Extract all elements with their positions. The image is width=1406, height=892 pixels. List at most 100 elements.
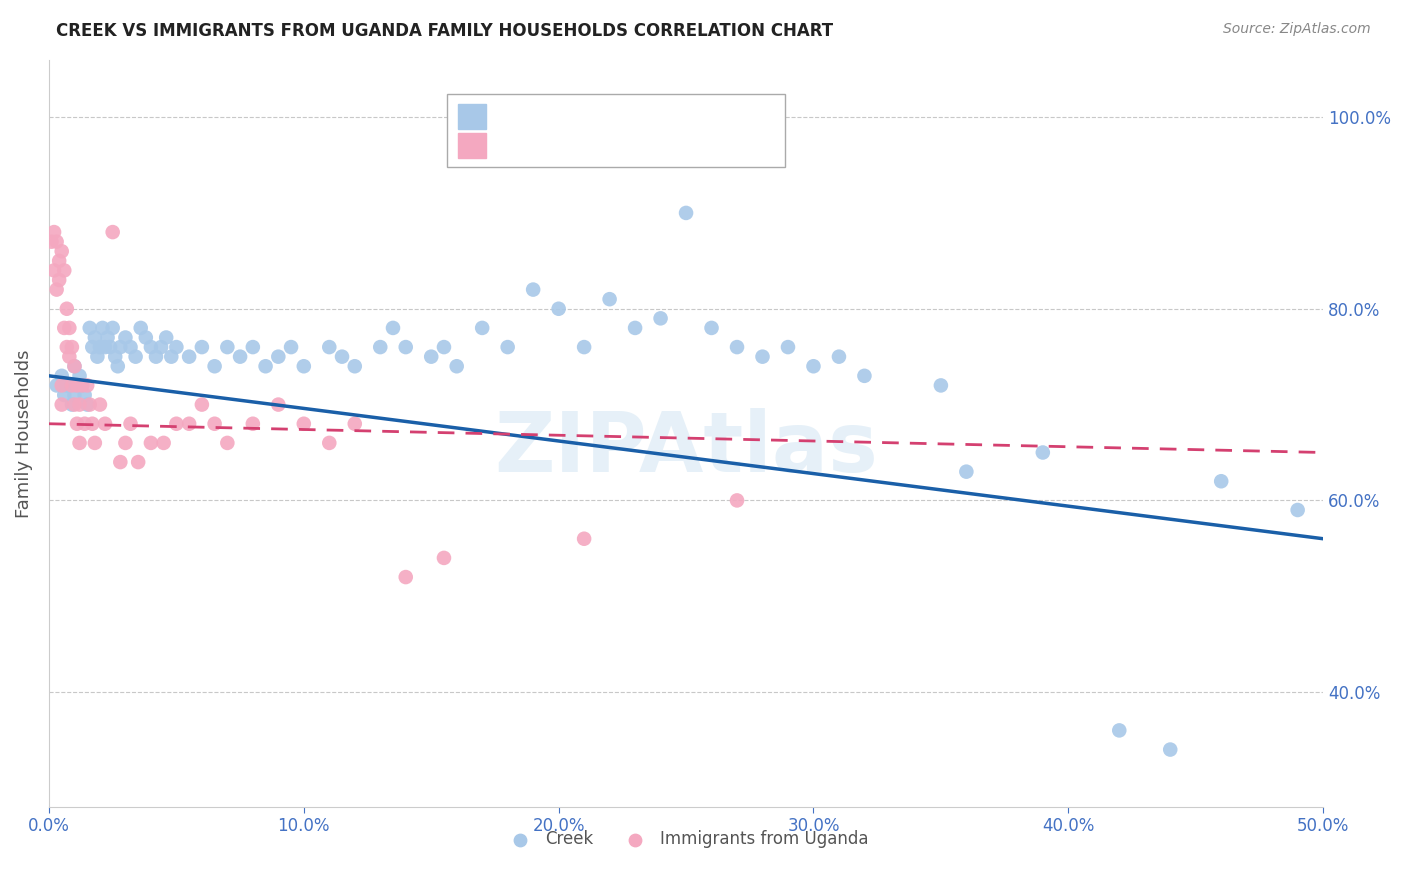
Point [45, 283, 67, 297]
Point [83, 436, 105, 450]
Point [496, 340, 519, 354]
Point [114, 436, 136, 450]
Point [56, 340, 79, 354]
Point [53, 263, 76, 277]
Point [803, 359, 825, 374]
Point [45, 235, 67, 249]
Point [63, 388, 86, 402]
Point [63, 359, 86, 374]
Point [73, 417, 96, 431]
Point [853, 368, 876, 383]
Point [107, 359, 129, 374]
Point [91, 321, 114, 335]
Point [66, 417, 89, 431]
Point [97, 330, 120, 344]
Point [572, 532, 595, 546]
Point [135, 330, 157, 344]
Text: N =: N = [602, 138, 650, 156]
Point [98, 340, 121, 354]
Point [292, 359, 315, 374]
Point [624, 321, 647, 335]
Point [60, 398, 83, 412]
Point [191, 398, 214, 412]
Point [217, 340, 239, 354]
Point [254, 359, 277, 374]
Point [725, 493, 748, 508]
Point [94, 417, 117, 431]
Point [114, 330, 136, 344]
Point [51, 244, 73, 259]
Point [191, 340, 214, 354]
Point [160, 350, 183, 364]
Point [79, 398, 101, 412]
Point [82, 340, 104, 354]
Point [368, 340, 391, 354]
Point [204, 359, 226, 374]
Point [1108, 723, 1130, 738]
Point [955, 465, 977, 479]
Point [42, 225, 65, 239]
Point [318, 436, 340, 450]
Point [1159, 742, 1181, 756]
Point [828, 350, 851, 364]
Point [280, 340, 302, 354]
Point [343, 359, 366, 374]
Point [433, 340, 456, 354]
Point [42, 263, 65, 277]
Point [395, 570, 418, 584]
Point [104, 350, 127, 364]
Point [382, 321, 405, 335]
Point [145, 350, 167, 364]
Y-axis label: Family Households: Family Households [15, 349, 32, 517]
Point [1211, 475, 1233, 489]
Text: N =: N = [602, 110, 650, 128]
Point [110, 455, 132, 469]
Text: Source: ZipAtlas.com: Source: ZipAtlas.com [1223, 22, 1371, 37]
Point [60, 378, 83, 392]
Point [56, 301, 79, 316]
Point [66, 378, 89, 392]
Point [48, 253, 70, 268]
Point [69, 398, 91, 412]
Point [471, 321, 494, 335]
Text: -0.035: -0.035 [536, 138, 595, 156]
Point [165, 340, 187, 354]
Point [124, 350, 146, 364]
Point [547, 301, 569, 316]
Point [60, 340, 83, 354]
Point [139, 340, 162, 354]
Text: R =: R = [494, 110, 530, 128]
Point [420, 350, 443, 364]
Point [179, 350, 201, 364]
Point [53, 321, 76, 335]
Point [73, 388, 96, 402]
Point [267, 350, 290, 364]
Point [51, 378, 73, 392]
Point [318, 340, 340, 354]
Point [1286, 503, 1309, 517]
Point [79, 321, 101, 335]
Point [152, 436, 174, 450]
Point [725, 340, 748, 354]
Point [179, 417, 201, 431]
Text: 54: 54 [655, 138, 678, 156]
Point [572, 340, 595, 354]
Point [66, 378, 89, 392]
Legend: Creek, Immigrants from Uganda: Creek, Immigrants from Uganda [496, 823, 876, 855]
Point [1032, 445, 1054, 459]
Point [343, 417, 366, 431]
Point [101, 225, 124, 239]
Point [267, 398, 290, 412]
Point [110, 340, 132, 354]
Point [51, 398, 73, 412]
Point [82, 417, 104, 431]
Point [89, 398, 111, 412]
Point [395, 340, 418, 354]
Point [929, 378, 952, 392]
Text: -0.278: -0.278 [536, 110, 595, 128]
Point [70, 378, 93, 392]
Point [700, 321, 723, 335]
Point [150, 340, 173, 354]
Point [675, 206, 697, 220]
Point [155, 330, 177, 344]
